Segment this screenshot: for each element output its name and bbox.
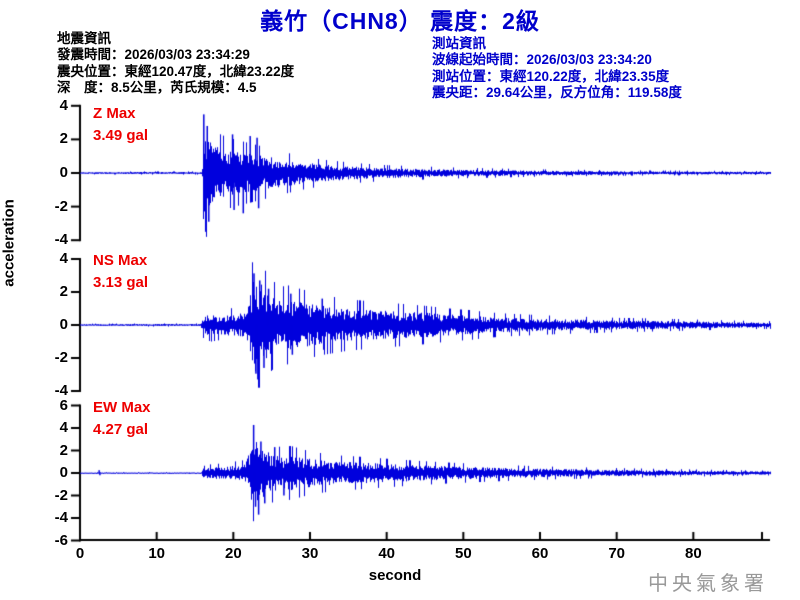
ew-max-label: EW Max 4.27 gal: [93, 397, 151, 440]
ns-max-name: NS Max: [93, 252, 148, 269]
x-tick-label: 80: [684, 545, 702, 562]
x-tick-label: 70: [608, 545, 625, 562]
agency-watermark: 中央氣象署: [648, 573, 768, 595]
ns-max-value: 3.13 gal: [93, 273, 149, 291]
x-axis-label: second: [368, 567, 422, 584]
z-max-name: Z Max: [93, 105, 136, 122]
depth-magnitude-line: 深 度：8.5公里，芮氏規模：4.5: [57, 79, 257, 95]
x-tick-label: 40: [378, 545, 395, 562]
y-tick-label: 0: [59, 464, 68, 481]
x-tick-label: 60: [531, 545, 549, 562]
ew-max-name: EW Max: [93, 399, 151, 416]
y-tick-label: 0: [59, 316, 68, 333]
y-tick-label: 4: [59, 96, 68, 114]
x-tick-label: 10: [148, 545, 165, 562]
y-tick-label: -2: [54, 486, 68, 504]
y-tick-label: -6: [54, 531, 68, 549]
y-tick-label: -4: [54, 382, 68, 399]
origin-time-line: 發震時間：2026/03/03 23:34:29: [57, 47, 250, 63]
y-tick-label: -4: [54, 509, 68, 526]
ns-max-label: NS Max 3.13 gal: [93, 250, 148, 293]
y-tick-label: 4: [59, 250, 68, 267]
x-tick-label: 50: [454, 545, 472, 562]
y-tick-label: 2: [59, 130, 68, 148]
station-location-line: 測站位置：東經120.22度，北緯23.35度: [432, 68, 670, 84]
epicentral-distance-line: 震央距：29.64公里，反方位角：119.58度: [432, 84, 682, 100]
z-max-value: 3.49 gal: [93, 126, 149, 144]
y-tick-label: 4: [59, 419, 68, 436]
wave-start-time-line: 波線起始時間：2026/03/03 23:34:20: [432, 52, 652, 68]
earthquake-info-block: 地震資訊 發震時間：2026/03/03 23:34:29 震央位置：東經120…: [57, 31, 294, 96]
y-tick-label: 0: [59, 164, 68, 181]
y-tick-label: -2: [54, 197, 68, 215]
x-tick-label: 20: [224, 545, 242, 562]
y-tick-label: -4: [54, 231, 68, 249]
station-info-block: 測站資訊 波線起始時間：2026/03/03 23:34:20 測站位置：東經1…: [432, 36, 682, 101]
x-tick-label: 0: [75, 545, 85, 562]
y-tick-label: -2: [54, 349, 68, 366]
page-title: 義竹（CHN8） 震度：2級: [260, 8, 540, 34]
y-tick-label: 2: [59, 283, 68, 300]
x-tick-label: 30: [301, 545, 319, 562]
y-axis-label: acceleration: [0, 199, 18, 287]
y-tick-label: 6: [59, 396, 68, 414]
y-tick-label: 2: [59, 441, 68, 459]
z-max-label: Z Max 3.49 gal: [93, 103, 148, 146]
earthquake-info-heading: 地震資訊: [57, 31, 111, 46]
ew-max-value: 4.27 gal: [93, 420, 149, 438]
station-info-heading: 測站資訊: [432, 36, 486, 51]
epicenter-location-line: 震央位置：東經120.47度，北緯23.22度: [57, 63, 295, 79]
